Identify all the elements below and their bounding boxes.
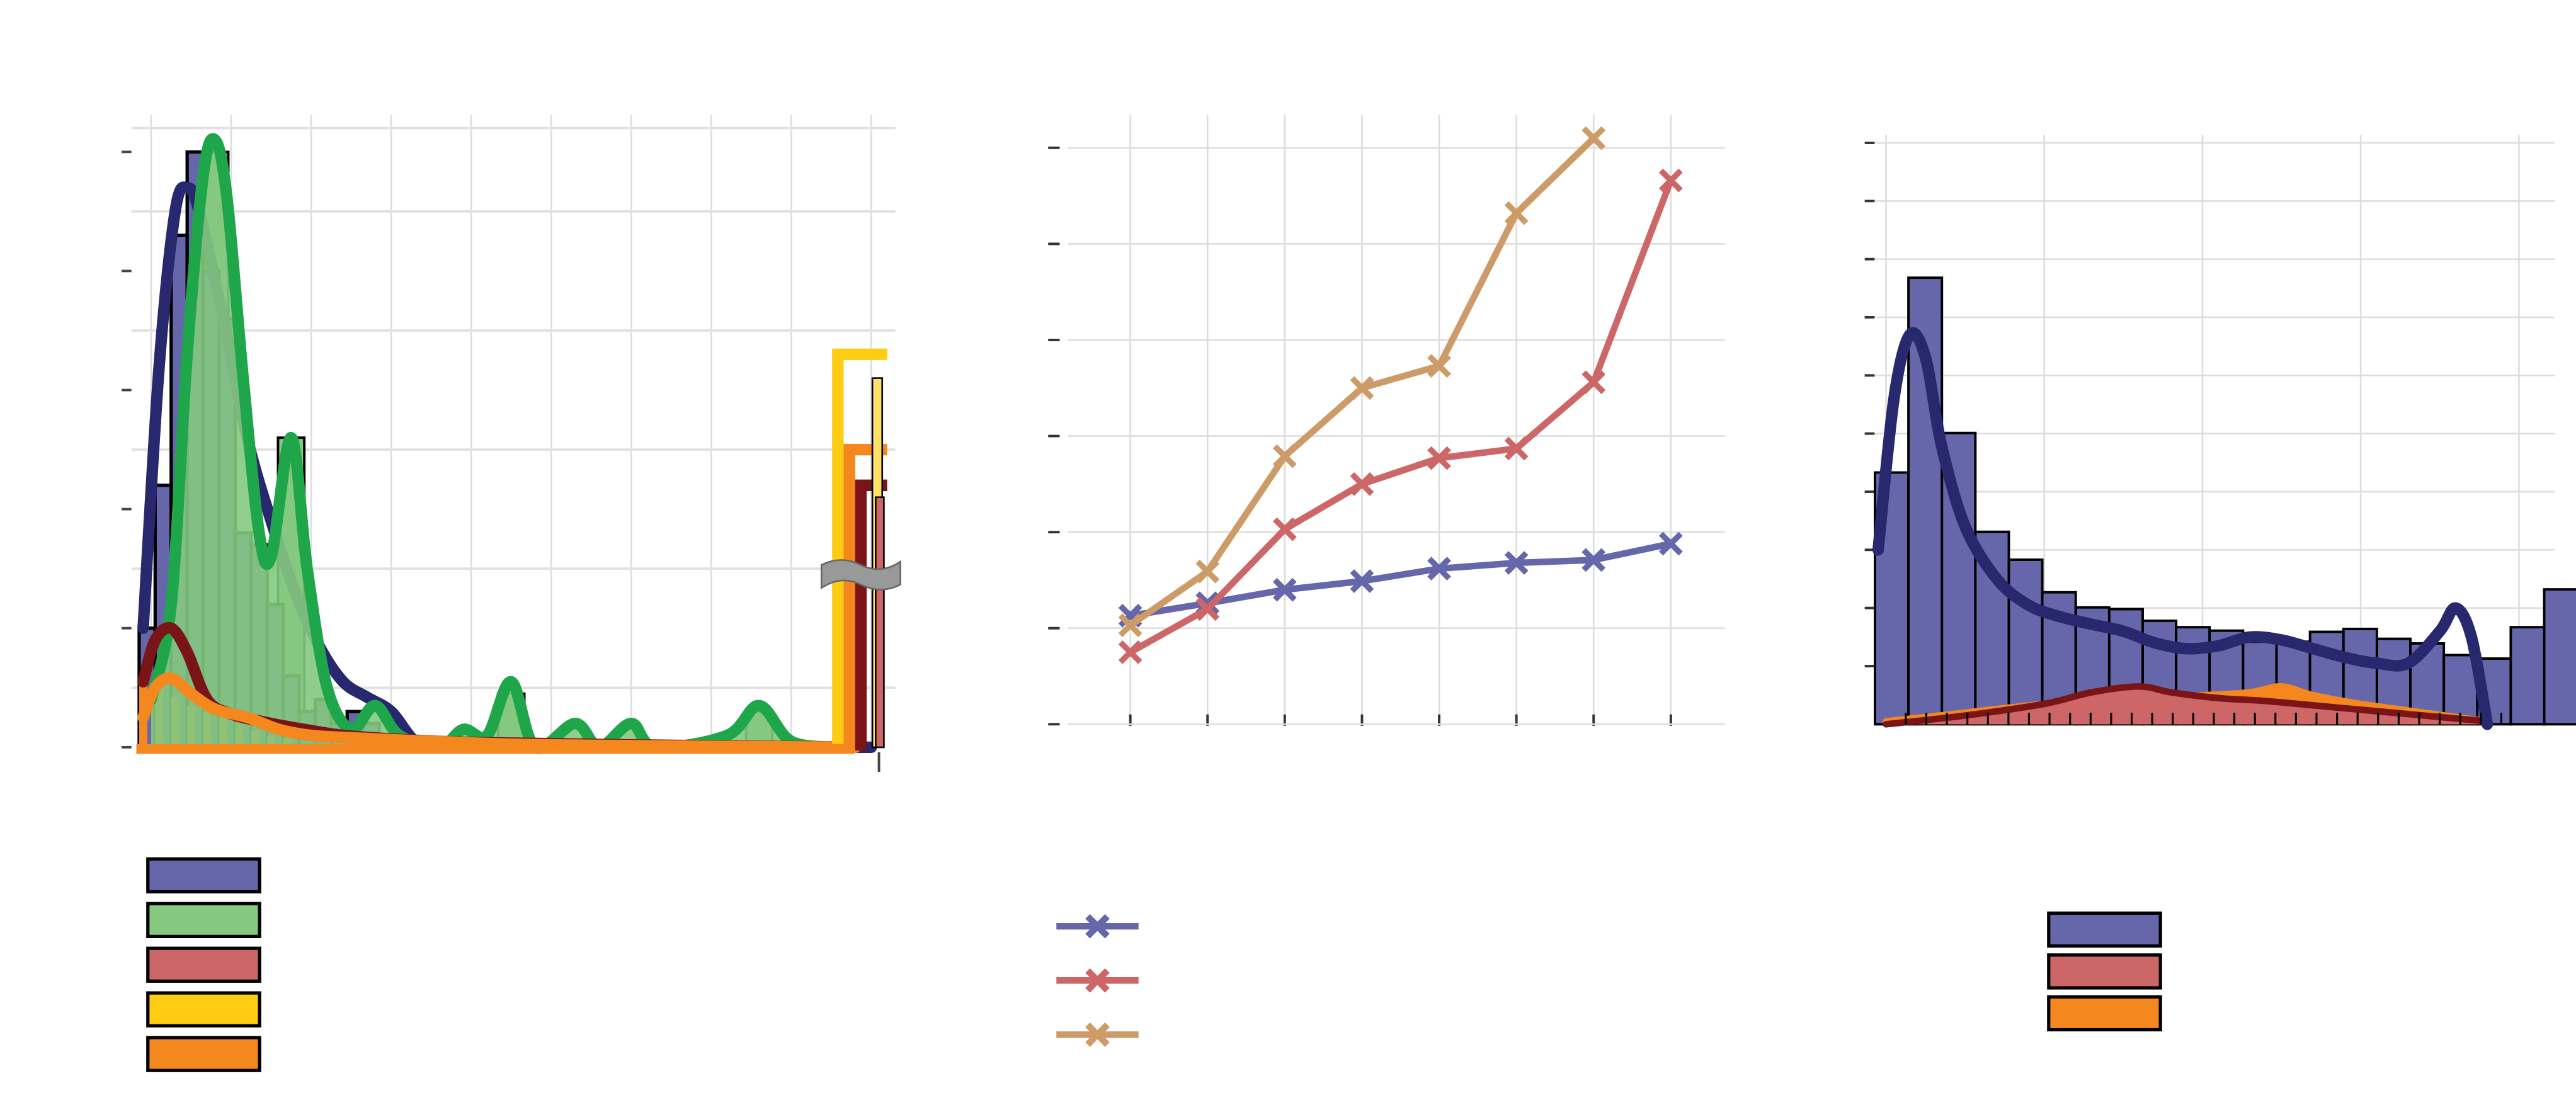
density-curve: [1883, 683, 2491, 728]
x-marker: [1427, 557, 1451, 581]
x-marker: [1582, 370, 1606, 394]
x-marker: [1085, 1022, 1110, 1047]
legend-swatch: [2047, 995, 2162, 1032]
density-curve: [1872, 327, 2493, 730]
x-marker: [1195, 597, 1220, 621]
series-line-2: [1129, 179, 1674, 655]
x-marker: [1504, 201, 1529, 225]
legend-swatch: [146, 946, 261, 983]
density-curve-2: [145, 133, 845, 754]
x-marker: [1350, 569, 1374, 593]
panel-1-histogram-density: [122, 115, 901, 1072]
step-line: [832, 348, 887, 751]
x-marker: [1085, 968, 1110, 993]
legend-swatch: [146, 1036, 261, 1072]
legend-swatch: [146, 857, 261, 894]
x-marker: [1350, 472, 1374, 496]
x-marker: [1272, 444, 1297, 468]
x-marker: [1085, 914, 1110, 939]
histogram-bar: [2007, 558, 2044, 726]
legend-swatch: [2047, 911, 2162, 948]
panel-2-line-chart: [1048, 115, 1725, 1047]
x-marker: [1272, 577, 1297, 602]
x-marker: [1350, 376, 1374, 400]
x-marker: [1427, 446, 1451, 470]
x-marker: [1582, 548, 1606, 572]
legend-swatch: [146, 902, 261, 938]
legend-swatch: [146, 991, 261, 1028]
x-marker: [1195, 559, 1220, 584]
x-marker: [1272, 517, 1297, 541]
legend-swatch: [2047, 953, 2162, 990]
series-line-1: [1129, 540, 1672, 620]
x-marker: [1118, 640, 1143, 664]
right-bar: [875, 496, 885, 749]
x-marker: [1118, 613, 1143, 638]
panel-3-histogram-density: [1864, 134, 2576, 1032]
x-marker: [1504, 551, 1529, 575]
histogram-bar: [2543, 588, 2576, 726]
x-marker: [1427, 354, 1451, 378]
x-marker: [1658, 531, 1683, 556]
histogram-bar: [2509, 626, 2546, 726]
x-marker: [1504, 436, 1529, 461]
x-marker: [1658, 168, 1683, 193]
x-marker: [1582, 126, 1606, 150]
axis-break-marker: [820, 559, 901, 591]
